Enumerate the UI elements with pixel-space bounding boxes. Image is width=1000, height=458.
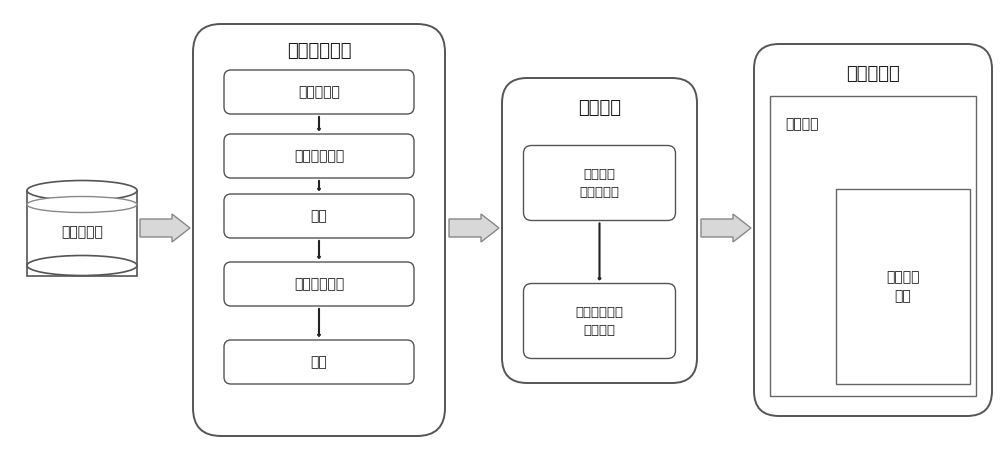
Text: 数据规范化: 数据规范化	[298, 85, 340, 99]
Text: 因式分解: 因式分解	[578, 99, 621, 117]
Ellipse shape	[27, 196, 137, 213]
Text: 分段切比雪夫
近似表示: 分段切比雪夫 近似表示	[576, 305, 624, 337]
FancyBboxPatch shape	[224, 194, 414, 238]
FancyBboxPatch shape	[502, 78, 697, 383]
Ellipse shape	[27, 180, 137, 201]
FancyBboxPatch shape	[524, 146, 676, 220]
Text: 时序数据库: 时序数据库	[61, 225, 103, 239]
Text: 最近邻分类: 最近邻分类	[846, 65, 900, 83]
Ellipse shape	[27, 256, 137, 276]
FancyBboxPatch shape	[224, 70, 414, 114]
Polygon shape	[449, 214, 499, 242]
Text: 切比雪夫
多项式分解: 切比雪夫 多项式分解	[580, 168, 620, 198]
Text: 数据平滑处理: 数据平滑处理	[294, 149, 344, 163]
FancyBboxPatch shape	[224, 340, 414, 384]
Text: 动态规划: 动态规划	[785, 117, 819, 131]
FancyBboxPatch shape	[524, 284, 676, 359]
Text: 自适应性分段: 自适应性分段	[287, 42, 351, 60]
FancyBboxPatch shape	[754, 44, 992, 416]
Bar	[770, 96, 976, 396]
FancyBboxPatch shape	[224, 134, 414, 178]
FancyBboxPatch shape	[193, 24, 445, 436]
Text: 局部模式
匹配: 局部模式 匹配	[886, 270, 920, 303]
Text: 编码: 编码	[311, 209, 327, 223]
Polygon shape	[140, 214, 190, 242]
Bar	[836, 189, 970, 384]
FancyBboxPatch shape	[224, 262, 414, 306]
Text: 转折模式匹配: 转折模式匹配	[294, 277, 344, 291]
Polygon shape	[701, 214, 751, 242]
Bar	[27, 191, 137, 276]
Text: 分段: 分段	[311, 355, 327, 369]
